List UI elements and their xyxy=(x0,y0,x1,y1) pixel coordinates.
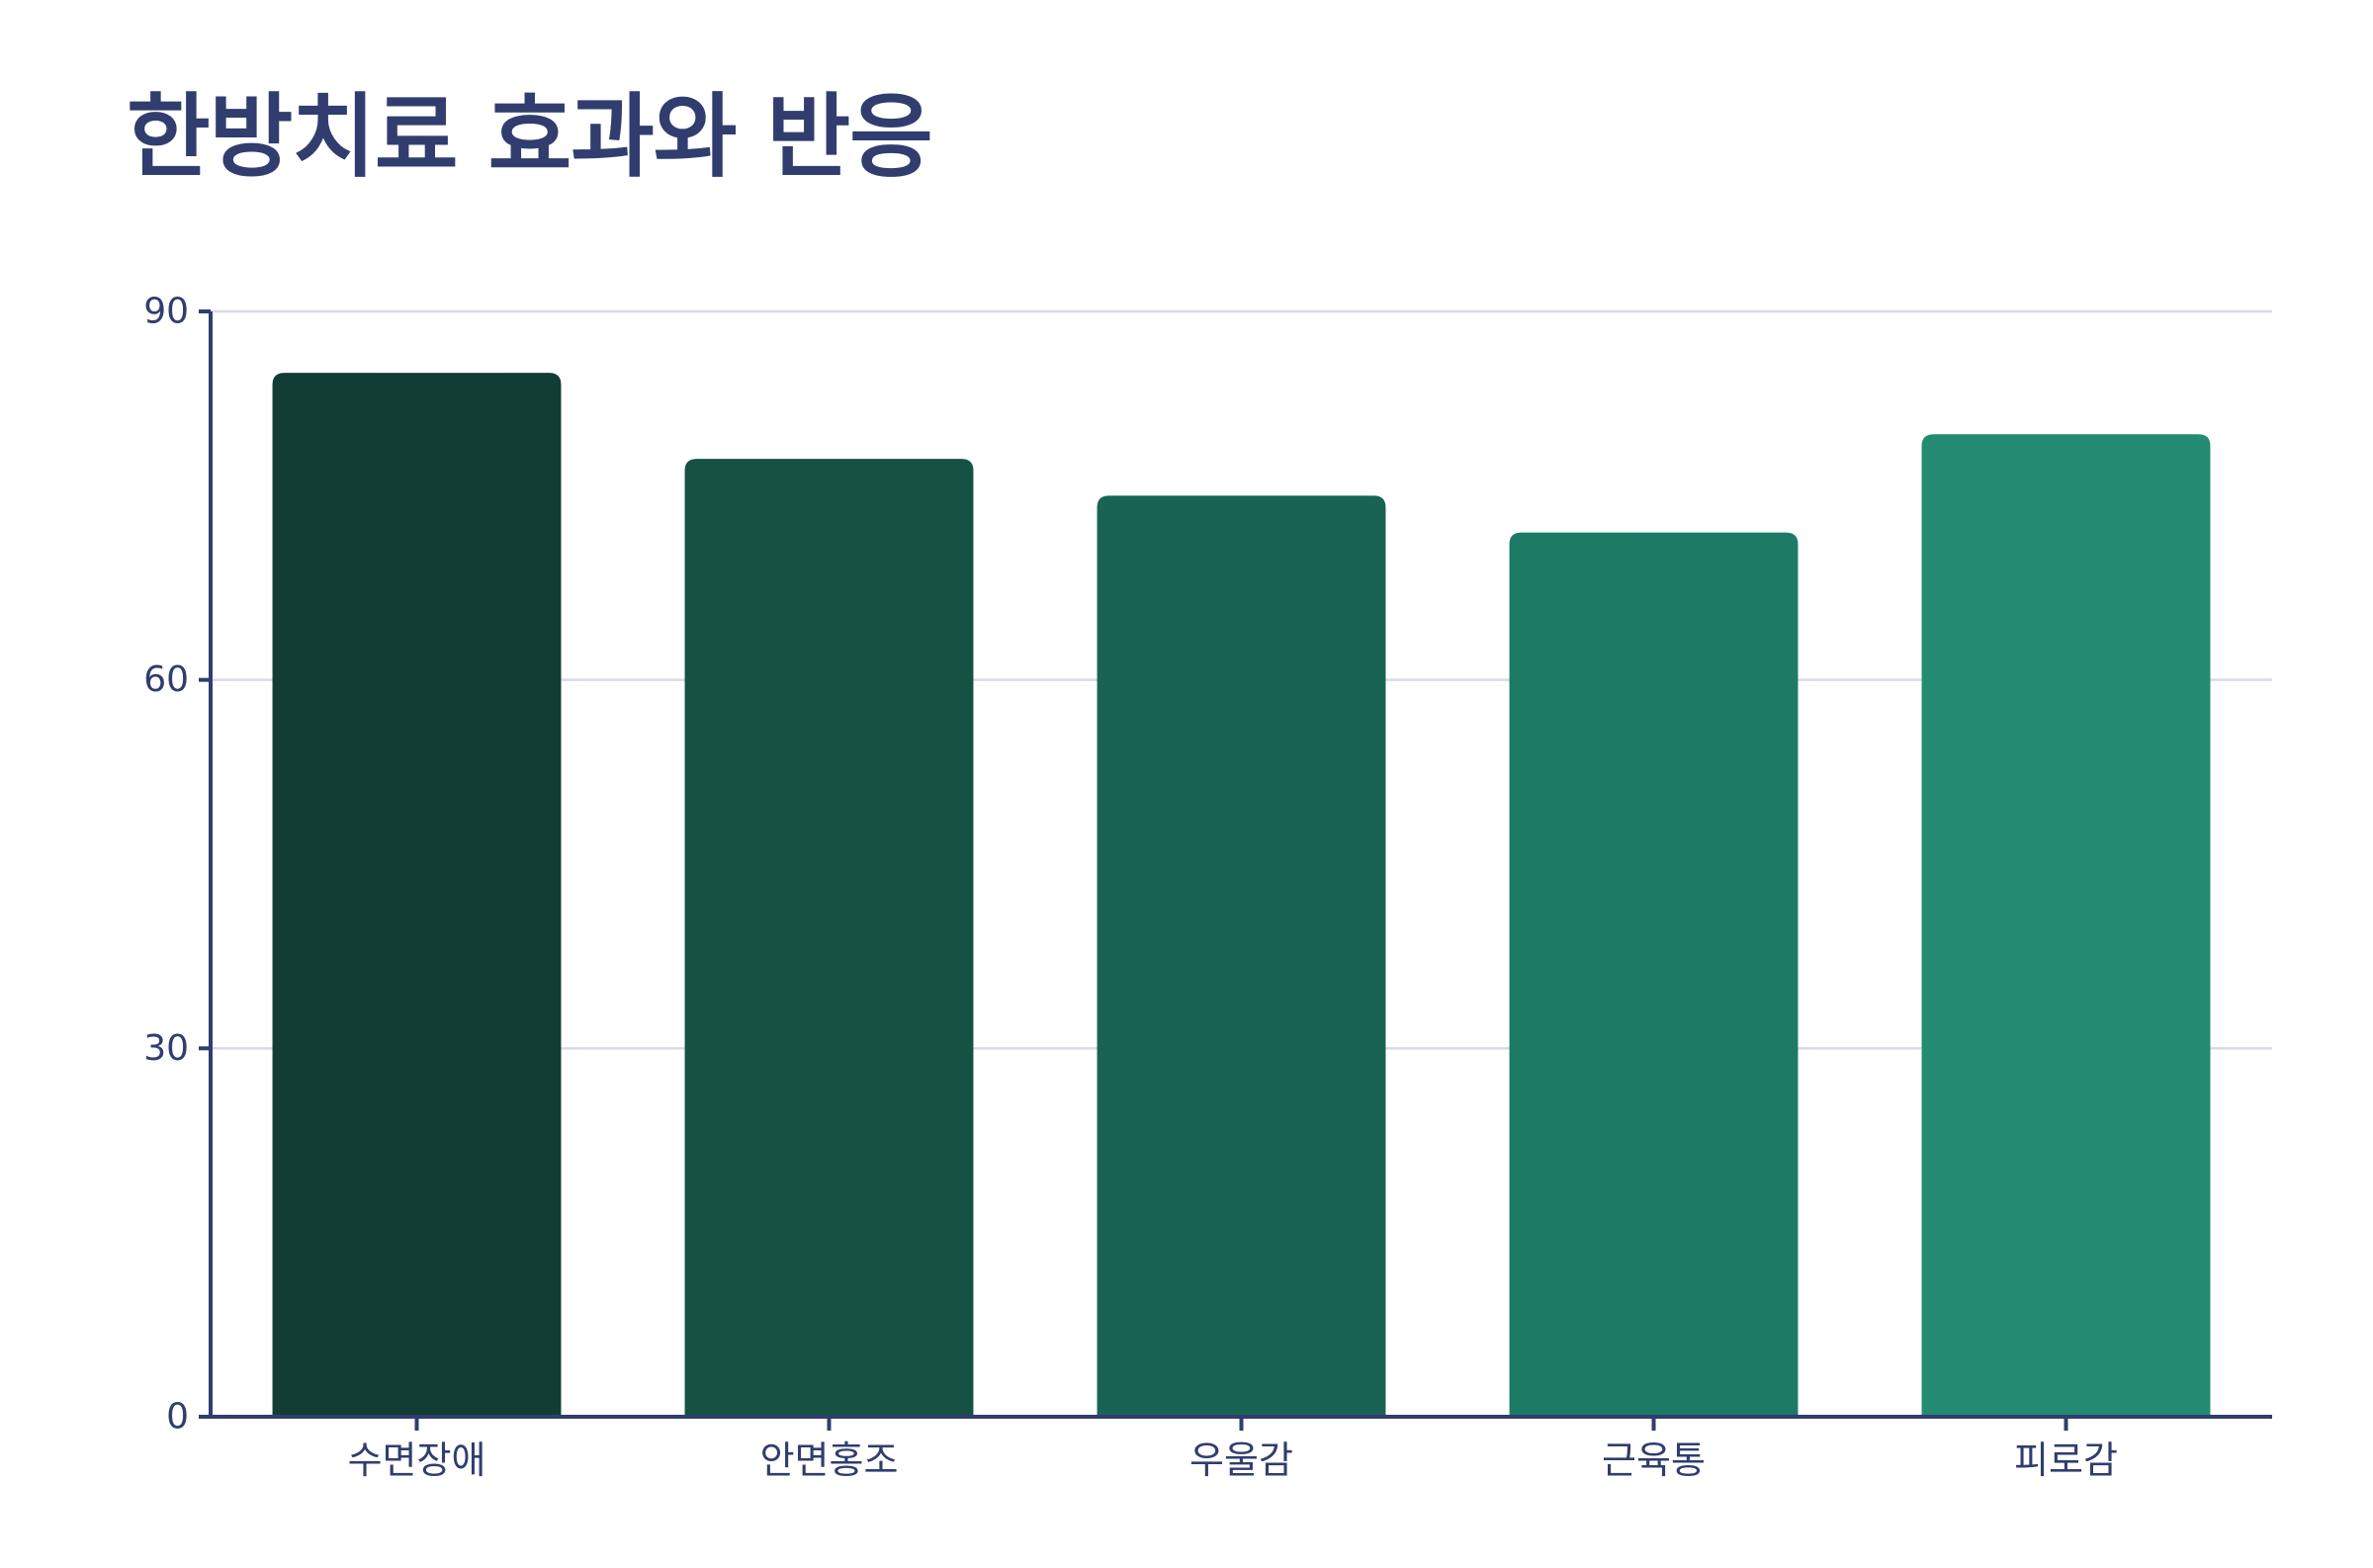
labels: 0 30 60 90 수면장애 안면홍조 우울감 근육통 피로감 xyxy=(143,292,2118,1483)
bar[interactable] xyxy=(1921,434,2211,1417)
y-tick-label: 90 xyxy=(143,292,189,332)
bar[interactable] xyxy=(1097,495,1386,1417)
x-tick-label: 우울감 xyxy=(1189,1438,1293,1482)
y-tick-label: 60 xyxy=(143,659,189,700)
y-tick-label: 0 xyxy=(166,1397,189,1437)
axes xyxy=(199,309,2272,1431)
y-tick-label: 30 xyxy=(143,1028,189,1069)
chart-title: 한방치료 효과와 반응 xyxy=(127,84,933,190)
bar[interactable] xyxy=(684,459,974,1418)
bars xyxy=(272,373,2211,1418)
bar[interactable] xyxy=(1509,532,1799,1417)
bar[interactable] xyxy=(272,373,562,1418)
x-tick-label: 안면홍조 xyxy=(760,1438,899,1482)
x-tick-label: 피로감 xyxy=(2014,1438,2118,1482)
x-tick-label: 근육통 xyxy=(1602,1438,1706,1482)
x-tick-label: 수면장애 xyxy=(348,1438,486,1482)
